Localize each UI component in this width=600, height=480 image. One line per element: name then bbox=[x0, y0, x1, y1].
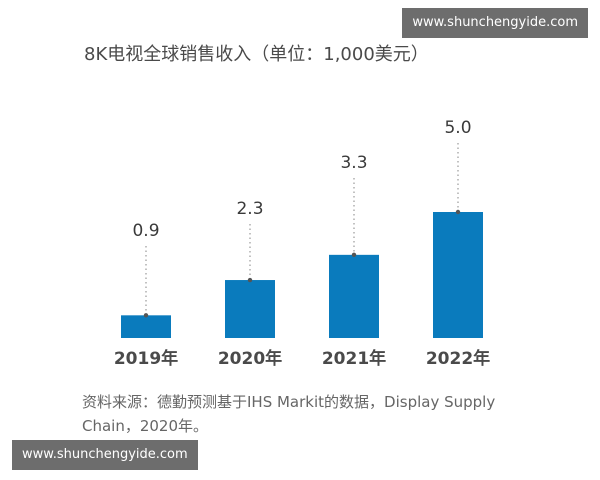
value-label: 0.9 bbox=[132, 221, 159, 241]
value-label: 5.0 bbox=[444, 118, 471, 138]
value-label: 2.3 bbox=[236, 199, 263, 219]
bar-top-dot bbox=[351, 252, 357, 258]
chart-title: 8K电视全球销售收入（单位：1,000美元） bbox=[84, 44, 429, 65]
category-label: 2020年 bbox=[218, 348, 282, 369]
bar bbox=[329, 254, 379, 338]
bar bbox=[433, 212, 483, 338]
bar-top-dot bbox=[247, 277, 253, 283]
source-note: 资料来源：德勤预测基于IHS Markit的数据，Display Supply … bbox=[82, 393, 496, 435]
watermark-top: www.shunchengyide.com bbox=[402, 8, 588, 38]
bar bbox=[225, 280, 275, 338]
watermark-bottom: www.shunchengyide.com bbox=[12, 440, 198, 470]
category-label: 2019年 bbox=[114, 348, 178, 369]
bar-top-dot bbox=[455, 209, 461, 215]
category-label: 2022年 bbox=[426, 348, 490, 369]
category-label: 2021年 bbox=[322, 348, 386, 369]
bar-top-dot bbox=[143, 313, 149, 318]
bar bbox=[121, 315, 171, 338]
value-label: 3.3 bbox=[340, 153, 367, 173]
